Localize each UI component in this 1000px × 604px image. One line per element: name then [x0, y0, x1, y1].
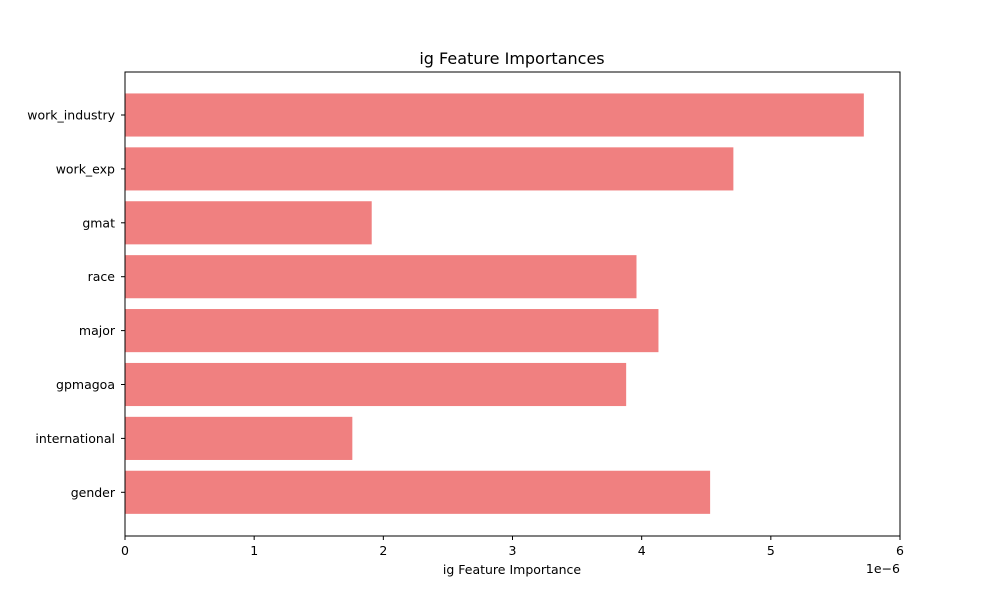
bar-work-industry: [125, 93, 864, 137]
x-tick-label: 3: [509, 543, 517, 558]
bar-work-exp: [125, 147, 734, 191]
bar-gmat: [125, 201, 372, 245]
y-tick-label: work_industry: [27, 108, 115, 123]
x-tick-label: 6: [896, 543, 904, 558]
bar-gpmagoa: [125, 362, 627, 407]
y-tick-label: major: [79, 323, 116, 338]
x-axis-ticks: 0 1 2 3 4 5 6: [121, 536, 904, 558]
x-tick-label: 1: [250, 543, 258, 558]
x-axis-label: ig Feature Importance: [443, 562, 582, 577]
bar-major: [125, 309, 659, 353]
plot-area-frame: [124, 71, 901, 537]
x-axis-offset-label: 1e−6: [866, 561, 900, 576]
y-tick-label: gmat: [82, 215, 115, 230]
bar-race: [125, 255, 637, 299]
bars-layer: [125, 93, 864, 514]
bar-international: [125, 416, 353, 460]
x-tick-label: 0: [121, 543, 129, 558]
x-tick-label: 5: [767, 543, 775, 558]
y-tick-label: international: [35, 431, 115, 446]
y-tick-label: work_exp: [56, 161, 115, 176]
y-tick-label: gender: [71, 485, 116, 500]
y-tick-label: gpmagoa: [56, 377, 115, 392]
bar-gender: [125, 470, 711, 514]
x-tick-label: 2: [379, 543, 387, 558]
x-tick-label: 4: [638, 543, 646, 558]
chart-title: ig Feature Importances: [419, 49, 604, 68]
y-tick-label: race: [88, 269, 116, 284]
